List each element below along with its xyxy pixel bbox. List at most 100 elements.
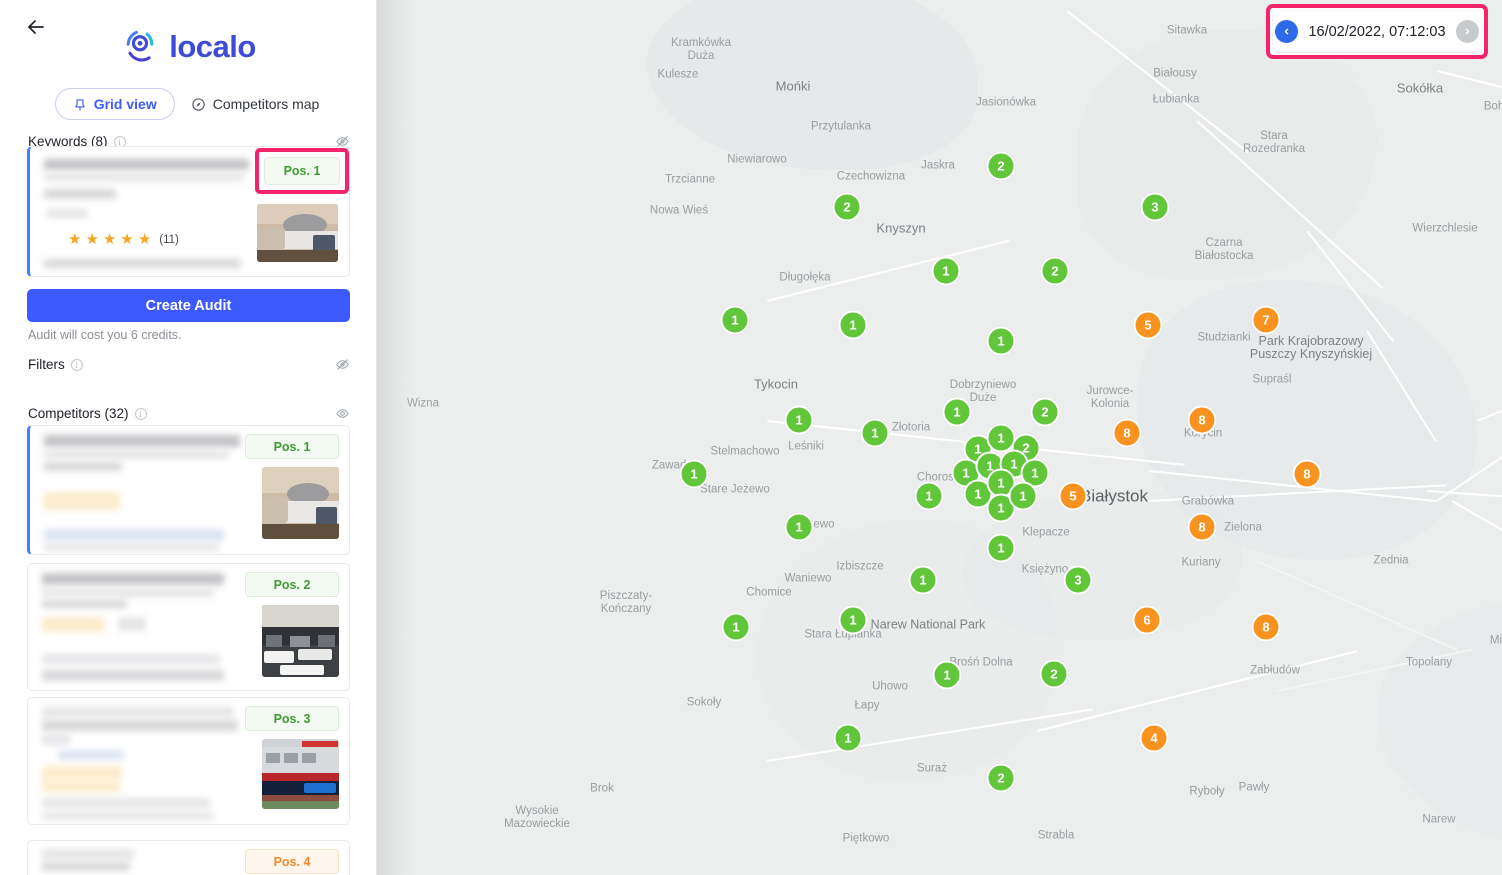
redacted-text [42, 573, 224, 585]
tab-grid-view[interactable]: Grid view [54, 88, 175, 120]
map-marker[interactable]: 2 [832, 192, 862, 222]
map-label: Jurowce- Kolonia [1086, 385, 1134, 410]
map-marker[interactable]: 3 [1140, 192, 1170, 222]
date-picker[interactable]: 16/02/2022, 07:12:03 [1273, 11, 1481, 52]
map-marker[interactable]: 1 [721, 612, 751, 642]
map-label: Jaskra [921, 159, 955, 172]
redacted-text [44, 259, 241, 268]
map-label: Boh [1483, 100, 1502, 113]
localo-mark-icon [126, 30, 154, 62]
tab-grid-view-label: Grid view [93, 96, 157, 112]
redacted-text [42, 670, 224, 681]
position-highlight-frame: Pos. 1 [255, 148, 349, 194]
map-label: Klepacze [1022, 526, 1070, 539]
map-marker[interactable]: 1 [679, 459, 709, 489]
map-marker[interactable]: 2 [1030, 397, 1060, 427]
date-next-button[interactable] [1455, 20, 1479, 43]
map-label: Narew [1422, 813, 1456, 826]
review-count: (11) [159, 233, 179, 246]
tab-competitors-map[interactable]: Competitors map [189, 89, 322, 119]
redacted-text [42, 707, 234, 717]
map-marker[interactable]: 1 [1008, 481, 1038, 511]
map-marker[interactable]: 1 [963, 479, 993, 509]
map-marker[interactable]: 5 [1058, 481, 1088, 511]
map-marker[interactable]: 1 [986, 493, 1016, 523]
competitor-position-badge: Pos. 4 [245, 849, 339, 874]
map-label: Ryboły [1189, 785, 1225, 798]
pin-icon [75, 99, 85, 111]
chevron-right-icon [1465, 28, 1469, 35]
map-marker[interactable]: 1 [942, 397, 972, 427]
sidebar: localo Grid view Competitors map Keyword… [0, 0, 377, 875]
date-prev-button[interactable] [1275, 20, 1299, 43]
redacted-text [44, 543, 219, 551]
map-marker[interactable]: 8 [1187, 405, 1217, 435]
map-marker[interactable]: 5 [1133, 310, 1163, 340]
map-canvas[interactable]: 16/02/2022, 07:12:03 Kramkówka Duża Kules… [377, 0, 1502, 875]
map-marker[interactable]: 2 [986, 763, 1016, 793]
create-audit-button[interactable]: Create Audit [27, 289, 350, 322]
competitor-position-badge: Pos. 2 [245, 572, 339, 597]
map-marker[interactable]: 1 [986, 326, 1016, 356]
map-marker[interactable]: 8 [1251, 612, 1281, 642]
map-marker[interactable]: 8 [1187, 512, 1217, 542]
map-marker[interactable]: 1 [908, 565, 938, 595]
keywords-eye-off-icon[interactable] [335, 134, 350, 149]
map-marker[interactable]: 8 [1292, 459, 1322, 489]
map-label: Stare Jeżewo [700, 483, 770, 496]
map-marker[interactable]: 3 [1063, 565, 1093, 595]
map-label: Piętkowo [842, 832, 890, 845]
map-marker[interactable]: 2 [1040, 256, 1070, 286]
map-label: Jasionówka [975, 96, 1037, 109]
redacted-text [44, 462, 122, 471]
keyword-position-badge: Pos. 1 [264, 157, 340, 185]
competitor-position-badge: Pos. 1 [245, 434, 339, 459]
map-marker[interactable]: 6 [1132, 605, 1162, 635]
map-marker[interactable]: 1 [986, 533, 1016, 563]
map-marker[interactable]: 2 [986, 151, 1016, 181]
competitor-card-3[interactable]: Pos. 3 [27, 697, 350, 825]
map-marker[interactable]: 1 [838, 310, 868, 340]
map-marker[interactable]: 7 [1251, 305, 1281, 335]
redacted-text [44, 159, 249, 170]
filters-info-icon[interactable]: i [70, 358, 83, 371]
redacted-text [42, 600, 127, 608]
competitor-card-1[interactable]: Pos. 1 [27, 425, 350, 555]
competitor-card-2[interactable]: Pos. 2 [27, 563, 350, 691]
redacted-text [42, 812, 214, 820]
keyword-card[interactable]: ★ ★ ★ ★ ★ (11) [27, 146, 350, 277]
keyword-thumbnail [257, 204, 338, 262]
competitors-eye-icon[interactable] [335, 406, 350, 421]
redacted-text [42, 734, 70, 745]
redacted-text [44, 173, 244, 181]
redacted-text [118, 617, 146, 631]
map-label: Grabówka [1181, 495, 1235, 508]
map-marker[interactable]: 1 [784, 405, 814, 435]
map-label: Piszczaty- Kończany [599, 590, 653, 615]
competitor-card-4[interactable]: Pos. 4 [27, 840, 350, 875]
star-icon: ★ [120, 231, 134, 248]
map-marker[interactable]: 1 [720, 305, 750, 335]
map-marker[interactable]: 4 [1139, 723, 1169, 753]
back-arrow-icon[interactable] [24, 15, 48, 39]
filters-eye-off-icon[interactable] [335, 357, 350, 372]
map-label: Chomice [746, 586, 792, 599]
compass-icon [192, 97, 205, 111]
map-label: Stelmachowo [710, 445, 780, 458]
competitors-info-icon[interactable]: i [134, 407, 147, 420]
keywords-section-header: Keywords (8) i [28, 134, 350, 149]
map-label: Narew National Park [870, 617, 986, 632]
map-marker[interactable]: 1 [838, 605, 868, 635]
map-marker[interactable]: 1 [931, 256, 961, 286]
map-marker[interactable]: 1 [784, 512, 814, 542]
competitor-thumbnail [262, 605, 339, 677]
map-label: Suraż [916, 762, 948, 775]
map-marker[interactable]: 1 [932, 660, 962, 690]
map-marker[interactable]: 1 [914, 481, 944, 511]
competitor-thumbnail [262, 467, 339, 539]
map-marker[interactable]: 2 [1039, 659, 1069, 689]
map-marker[interactable]: 1 [860, 418, 890, 448]
map-marker[interactable]: 8 [1112, 418, 1142, 448]
star-icon: ★ [85, 231, 99, 248]
map-marker[interactable]: 1 [833, 723, 863, 753]
